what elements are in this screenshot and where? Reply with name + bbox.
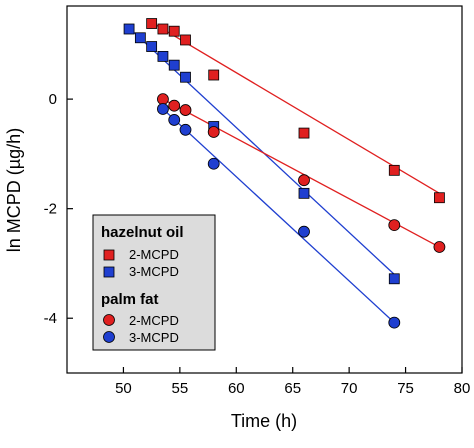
data-point-square <box>168 59 180 71</box>
x-tick-label: 50 <box>115 380 132 397</box>
data-point-square <box>434 192 445 204</box>
plot-frame <box>66 5 463 374</box>
data-point-square <box>157 23 169 35</box>
data-point-circle <box>298 225 310 238</box>
data-point-circle <box>388 316 401 329</box>
data-point-circle <box>298 174 310 187</box>
legend-marker-hazelnut-2mcpd <box>103 249 115 261</box>
legend-group-hazelnut-oil: hazelnut oil <box>101 224 184 241</box>
data-point-circle <box>207 126 220 138</box>
legend-label-hazelnut-3mcpd: 3-MCPD <box>129 264 179 279</box>
y-tick-label: -2 <box>44 201 57 218</box>
x-tick-label: 55 <box>172 380 189 397</box>
legend-group-palm-fat: palm fat <box>101 291 159 308</box>
data-point-square <box>168 25 180 37</box>
x-tick-label: 70 <box>341 380 358 397</box>
data-point-square <box>388 273 400 285</box>
data-point-circle <box>168 99 181 112</box>
data-point-square <box>180 34 191 46</box>
data-point-circle <box>157 103 169 115</box>
data-points <box>123 18 446 329</box>
data-point-circle <box>207 157 220 170</box>
data-point-square <box>298 127 310 139</box>
legend-marker-palmfat-2mcpd <box>103 314 115 326</box>
axis-ticks: 50 55 60 65 70 75 80 -4 -2 0 <box>44 91 471 397</box>
data-point-circle <box>157 93 169 106</box>
legend-label-hazelnut-2mcpd: 2-MCPD <box>129 247 179 262</box>
y-tick-label: 0 <box>49 91 57 108</box>
data-point-square <box>146 18 158 29</box>
data-point-square <box>157 50 169 62</box>
legend-label-palmfat-3mcpd: 3-MCPD <box>129 330 179 345</box>
data-point-square <box>180 71 191 83</box>
x-axis-title: Time (h) <box>231 411 297 431</box>
legend-label-palmfat-2mcpd: 2-MCPD <box>129 313 179 328</box>
y-axis-title: ln MCPD (µg/h) <box>4 128 24 252</box>
y-tick-label: -4 <box>44 310 57 327</box>
data-point-square <box>123 23 135 35</box>
x-tick-label: 75 <box>397 380 414 397</box>
x-tick-label: 65 <box>284 380 301 397</box>
data-point-circle <box>179 104 192 116</box>
legend-box <box>92 214 216 351</box>
legend-marker-hazelnut-3mcpd <box>103 266 115 278</box>
x-tick-label: 80 <box>454 380 471 397</box>
data-point-square <box>134 32 146 44</box>
data-point-circle <box>179 123 192 136</box>
data-point-circle <box>433 241 446 253</box>
data-point-circle <box>388 219 401 232</box>
data-point-square <box>298 187 310 199</box>
data-point-circle <box>168 114 181 126</box>
fit-line <box>162 108 395 324</box>
data-point-square <box>388 164 400 176</box>
data-point-square <box>208 69 220 81</box>
data-point-square <box>146 41 158 52</box>
fit-line <box>151 21 440 194</box>
legend: hazelnut oil 2-MCPD 3-MCPD palm fat 2-MC… <box>92 214 216 351</box>
x-tick-label: 60 <box>228 380 245 397</box>
legend-marker-palmfat-3mcpd <box>103 331 115 343</box>
